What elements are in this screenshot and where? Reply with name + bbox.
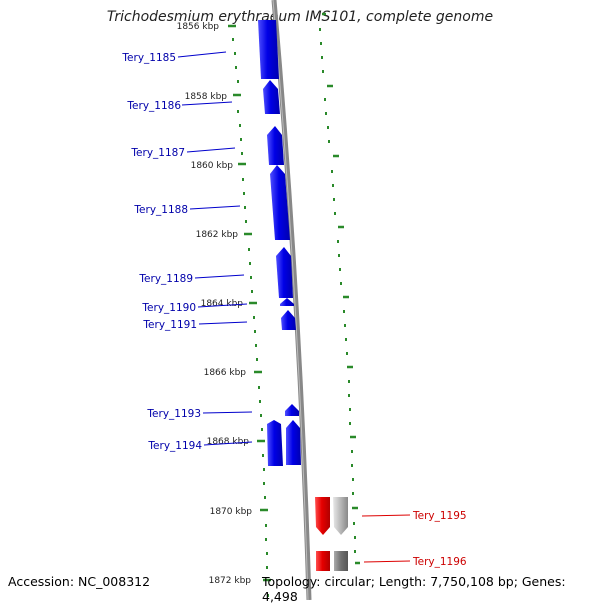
gene-label[interactable]: Tery_1193 <box>146 408 201 420</box>
gene-tery-1194a[interactable] <box>267 420 283 466</box>
gene-tery-1191[interactable] <box>281 310 296 330</box>
reverse-genes <box>315 497 348 571</box>
gene-label[interactable]: Tery_1188 <box>133 204 188 216</box>
gene-tery-1186[interactable] <box>263 80 280 114</box>
gene-tery-1185[interactable] <box>258 20 279 79</box>
scale-label: 1862 kbp <box>196 230 239 240</box>
genome-backbone <box>271 0 312 600</box>
scale-label: 1872 kbp <box>209 576 252 586</box>
gene-label[interactable]: Tery_1185 <box>121 52 176 64</box>
gene-label[interactable]: Tery_1186 <box>126 100 181 112</box>
gene-tery-1188[interactable] <box>270 165 290 240</box>
scale-label: 1866 kbp <box>204 368 247 378</box>
gene-tery-1196[interactable] <box>316 551 330 571</box>
scale-ticks-outer <box>319 28 356 553</box>
gene-label[interactable]: Tery_1190 <box>141 302 196 314</box>
gene-label[interactable]: Tery_1195 <box>412 510 467 522</box>
scale-label: 1856 kbp <box>177 22 220 32</box>
gene-tery-1190[interactable] <box>280 298 294 306</box>
gene-label[interactable]: Tery_1187 <box>130 147 185 159</box>
gene-leaders-forward <box>177 51 253 446</box>
scale-ticks-inner <box>232 38 269 597</box>
scale-outer-major-ticks <box>322 12 360 565</box>
gene-labels: Tery_1185 Tery_1186 Tery_1187 Tery_1188 … <box>121 52 467 568</box>
scale-label: 1858 kbp <box>185 92 228 102</box>
map-title: Trichodesmium erythraeum IMS101, complet… <box>106 9 494 25</box>
gene-tery-1194b[interactable] <box>286 420 301 465</box>
gene-tery-1196-feature <box>334 551 348 571</box>
gene-label[interactable]: Tery_1191 <box>142 319 197 331</box>
forward-genes <box>258 20 301 466</box>
accession-text: Accession: NC_008312 <box>8 574 151 589</box>
scale-label: 1864 kbp <box>201 299 244 309</box>
gene-label[interactable]: Tery_1196 <box>412 556 467 568</box>
gene-tery-1187[interactable] <box>267 126 284 165</box>
scale-label: 1860 kbp <box>191 161 234 171</box>
gene-leaders-reverse <box>361 514 411 563</box>
scale-label: 1868 kbp <box>207 437 250 447</box>
scale-label: 1870 kbp <box>210 507 253 517</box>
scale-major-ticks <box>228 24 271 582</box>
gene-tery-1193[interactable] <box>285 404 299 416</box>
gene-label[interactable]: Tery_1189 <box>138 273 193 285</box>
gene-label[interactable]: Tery_1194 <box>147 440 202 452</box>
gene-tery-1195[interactable] <box>315 497 330 535</box>
gene-tery-1189[interactable] <box>276 247 293 298</box>
gene-tery-1195-feature <box>333 497 348 535</box>
scale-labels: 1856 kbp 1858 kbp 1860 kbp 1862 kbp 1864… <box>177 22 253 586</box>
